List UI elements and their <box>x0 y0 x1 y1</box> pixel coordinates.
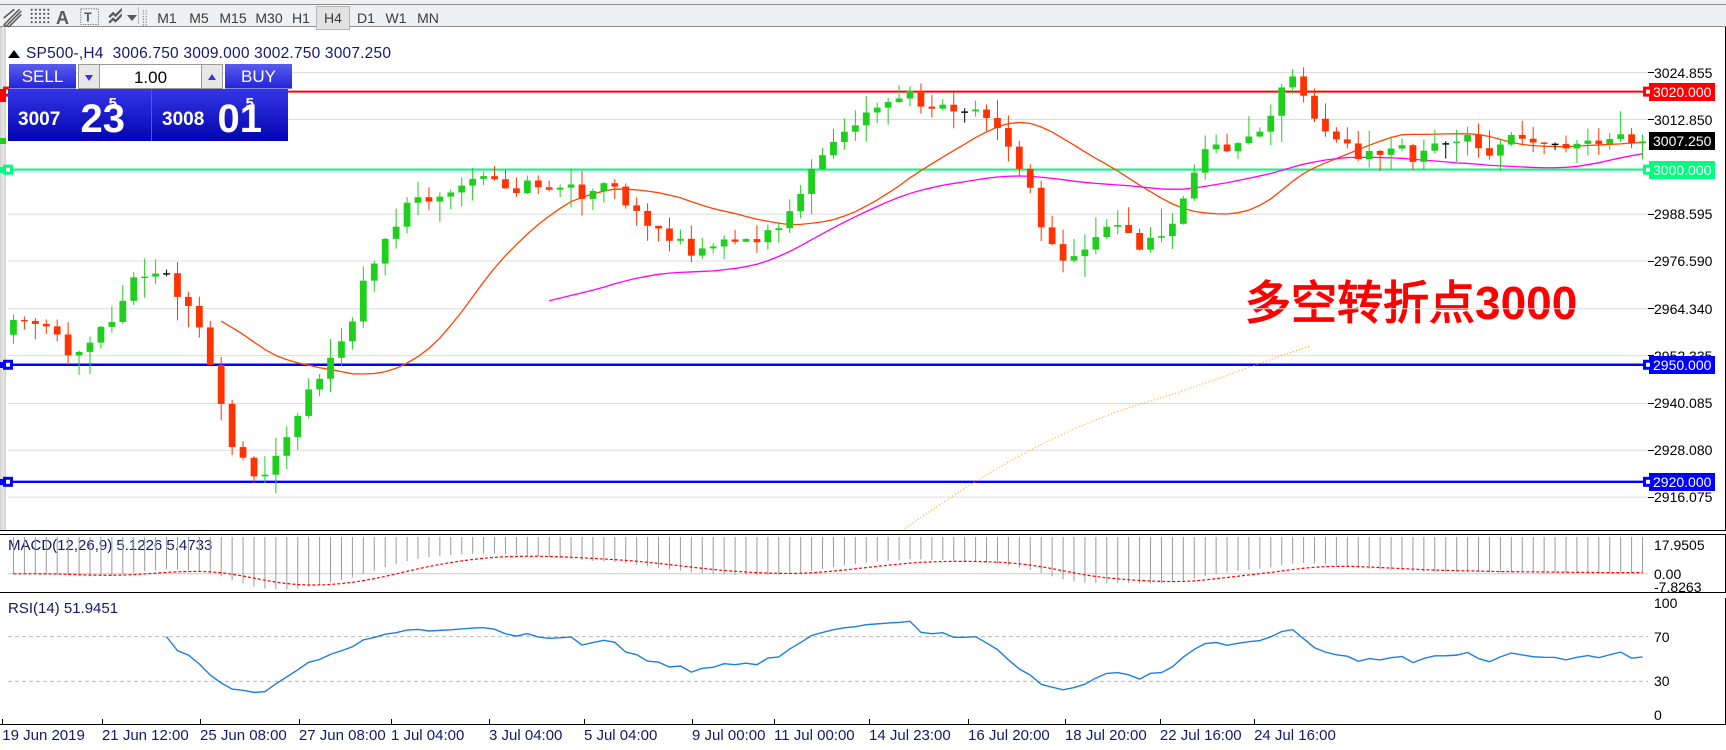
svg-text:T: T <box>84 10 92 24</box>
